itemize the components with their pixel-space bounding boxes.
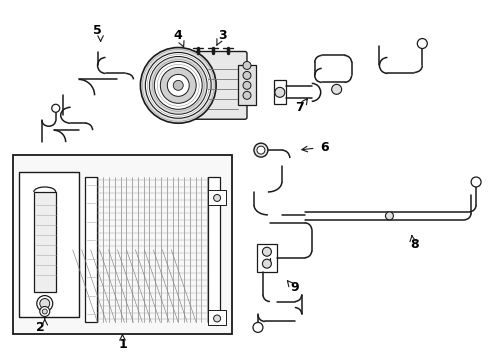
Circle shape [40, 298, 50, 309]
Circle shape [140, 48, 216, 123]
Text: 5: 5 [93, 24, 102, 37]
Bar [238, 66, 255, 105]
Text: 4: 4 [174, 29, 182, 42]
Circle shape [252, 323, 263, 332]
Bar [273, 80, 285, 104]
Circle shape [243, 81, 250, 89]
Bar [208, 310, 225, 325]
Circle shape [213, 194, 220, 201]
Text: 8: 8 [409, 238, 418, 251]
Circle shape [52, 104, 60, 112]
Circle shape [160, 67, 196, 103]
Bar [34, 192, 56, 292]
FancyBboxPatch shape [171, 51, 246, 119]
Circle shape [42, 309, 47, 314]
Circle shape [253, 143, 267, 157]
Bar [13, 155, 232, 334]
Circle shape [331, 84, 341, 94]
Circle shape [213, 315, 220, 322]
Bar [208, 190, 225, 205]
Bar [256, 244, 276, 272]
Circle shape [274, 87, 285, 97]
Text: 6: 6 [320, 141, 328, 154]
Circle shape [243, 91, 250, 99]
Circle shape [154, 62, 202, 109]
Circle shape [262, 259, 271, 268]
Circle shape [173, 80, 183, 90]
Circle shape [243, 71, 250, 80]
Circle shape [470, 177, 480, 187]
Circle shape [243, 62, 250, 69]
Circle shape [145, 53, 211, 118]
Circle shape [385, 212, 393, 220]
Bar [208, 177, 220, 323]
Circle shape [256, 146, 264, 154]
Circle shape [40, 306, 50, 316]
Text: 3: 3 [217, 29, 226, 42]
Circle shape [149, 57, 207, 114]
Circle shape [37, 296, 53, 311]
Circle shape [416, 39, 427, 49]
Bar [84, 177, 96, 323]
Text: 1: 1 [118, 338, 126, 351]
Circle shape [167, 75, 189, 96]
Text: 9: 9 [290, 281, 299, 294]
Text: 7: 7 [295, 101, 304, 114]
Circle shape [262, 247, 271, 256]
Bar [19, 172, 79, 318]
Text: 2: 2 [36, 321, 45, 334]
